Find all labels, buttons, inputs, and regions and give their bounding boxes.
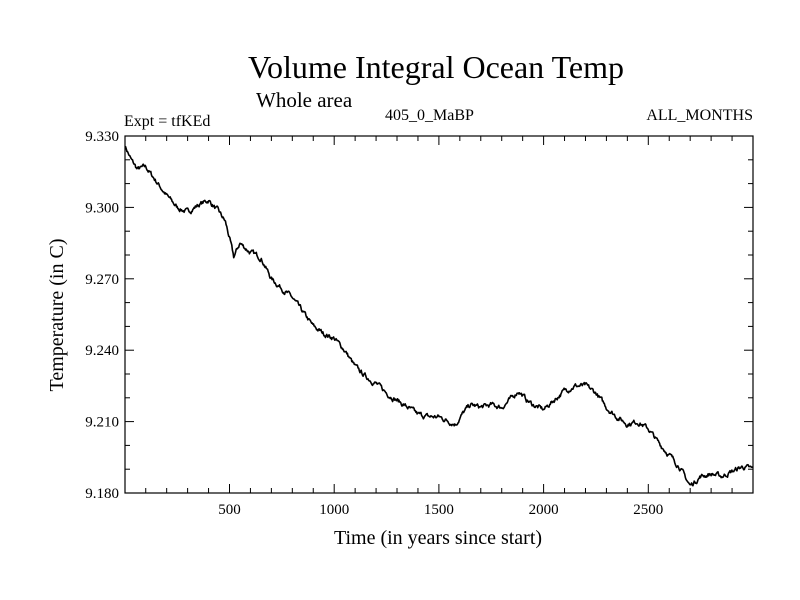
axis-ticks bbox=[125, 135, 753, 494]
y-tick-label: 9.210 bbox=[85, 415, 119, 431]
y-tick-label: 9.330 bbox=[85, 129, 119, 145]
run-label: 405_0_MaBP bbox=[385, 107, 474, 124]
chart-title: Volume Integral Ocean Temp bbox=[248, 49, 624, 85]
x-tick-label: 500 bbox=[218, 502, 241, 518]
x-tick-label: 2500 bbox=[633, 502, 663, 518]
y-tick-label: 9.270 bbox=[85, 272, 119, 288]
y-tick-label: 9.180 bbox=[85, 486, 119, 502]
plot-area bbox=[124, 135, 754, 494]
x-tick-label: 1000 bbox=[319, 502, 349, 518]
y-tick-label: 9.240 bbox=[85, 343, 119, 359]
x-axis-label: Time (in years since start) bbox=[334, 527, 542, 549]
series-group bbox=[124, 145, 753, 487]
experiment-label: Expt = tfKEd bbox=[124, 113, 210, 130]
series-line bbox=[124, 145, 753, 487]
y-tick-label: 9.300 bbox=[85, 200, 119, 216]
plot-frame bbox=[124, 135, 754, 494]
tick-labels: 500 1000 1500 2000 2500 9.180 9.210 9.240 9.270 9… bbox=[85, 129, 663, 518]
chart-subtitle: Whole area bbox=[256, 88, 353, 112]
x-tick-label: 1500 bbox=[424, 502, 454, 518]
season-label: ALL_MONTHS bbox=[646, 107, 753, 124]
y-axis-label: Temperature (in C) bbox=[46, 239, 68, 392]
x-tick-label: 2000 bbox=[529, 502, 559, 518]
